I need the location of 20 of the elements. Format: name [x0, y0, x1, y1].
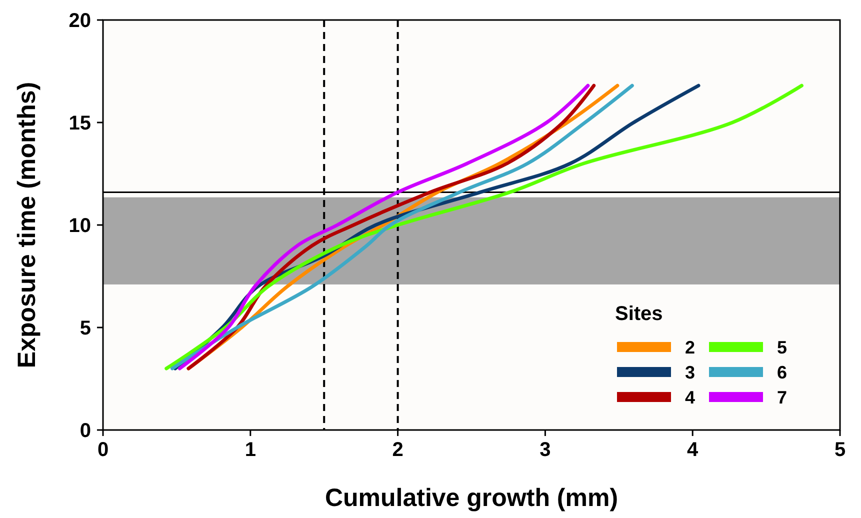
x-tick-label: 5 — [834, 439, 846, 461]
y-tick-label: 10 — [68, 215, 91, 237]
x-tick-label: 2 — [392, 439, 404, 461]
legend-label: 3 — [685, 362, 696, 382]
x-tick-label: 0 — [97, 439, 109, 461]
legend-label: 2 — [685, 337, 696, 358]
legend-label: 4 — [685, 387, 696, 408]
y-tick-label: 20 — [68, 10, 91, 32]
legend-title: Sites — [615, 303, 663, 325]
y-tick-label: 0 — [80, 420, 91, 442]
x-tick-label: 1 — [244, 439, 256, 461]
legend-label: 6 — [777, 362, 788, 382]
x-axis-title: Cumulative growth (mm) — [324, 484, 618, 512]
x-tick-label: 3 — [540, 439, 551, 461]
x-tick-label: 4 — [687, 439, 700, 461]
y-axis-title: Exposure time (months) — [13, 82, 41, 368]
legend-label: 7 — [777, 387, 788, 408]
y-tick-label: 5 — [80, 318, 91, 340]
y-tick-label: 15 — [68, 112, 91, 134]
legend-label: 5 — [777, 337, 788, 358]
